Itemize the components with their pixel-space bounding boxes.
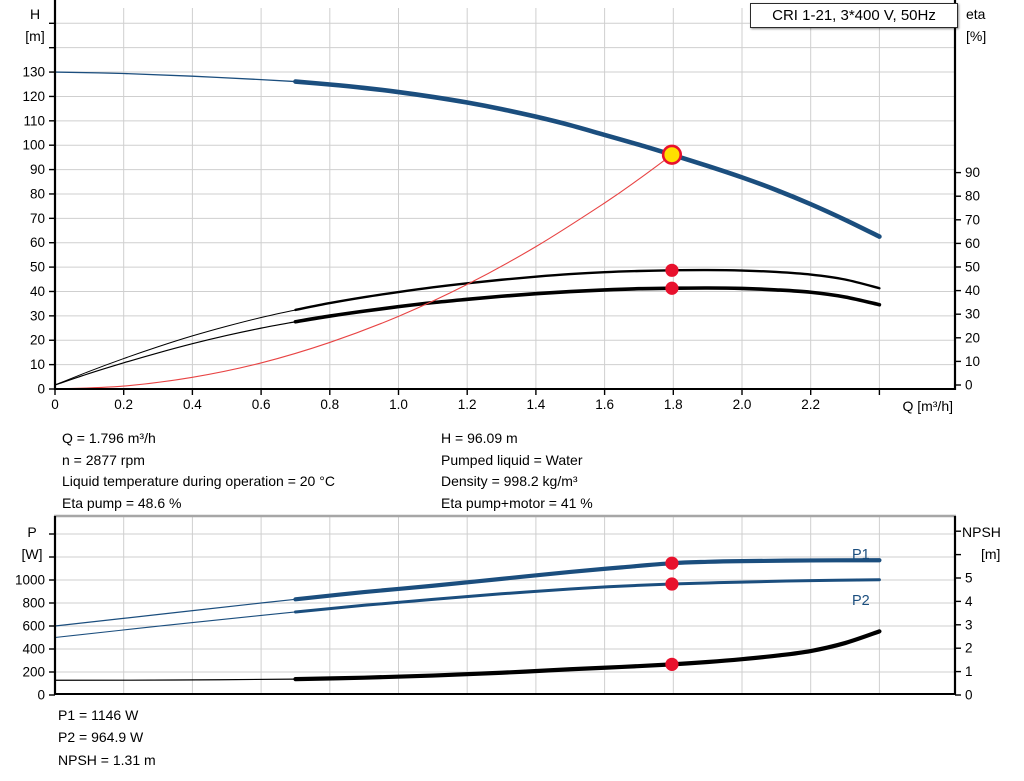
info-line-head: H = 96.09 m — [441, 430, 518, 446]
svg-text:1.2: 1.2 — [458, 397, 477, 412]
svg-text:50: 50 — [30, 260, 45, 275]
svg-text:0.4: 0.4 — [183, 397, 202, 412]
p1-curve-label: P1 — [852, 547, 870, 563]
svg-text:70: 70 — [30, 211, 45, 226]
p2-curve — [293, 578, 881, 614]
system-curve — [54, 154, 673, 390]
eta-pump-motor-point-marker — [665, 281, 679, 295]
pump-head-curve — [293, 79, 882, 239]
svg-text:H: H — [30, 6, 40, 22]
svg-text:[W]: [W] — [22, 546, 43, 562]
power-info: P1 = 1146 W P2 = 964.9 W NPSH = 1.31 m — [58, 704, 156, 771]
svg-text:[m]: [m] — [981, 546, 1000, 562]
svg-text:200: 200 — [22, 665, 45, 680]
svg-text:Q [m³/h]: Q [m³/h] — [902, 398, 953, 414]
svg-text:90: 90 — [30, 162, 45, 177]
head-efficiency-chart: 0 0.2 0.4 0.6 0.8 1.0 1.2 1.4 1.6 1.8 2.0 2.2 0 10 20 3… — [22, 0, 986, 414]
pump-head-curve — [54, 71, 297, 83]
svg-text:50: 50 — [965, 260, 980, 275]
power-npsh-chart: 0 200 400 600 800 1000 0 1 2 3 4 5 P [W] NPSH [m] P1 P2 — [15, 514, 1001, 703]
eta-pump-motor-curve — [54, 321, 297, 386]
info-line-p1: P1 = 1146 W — [58, 707, 139, 723]
svg-text:2.2: 2.2 — [801, 397, 820, 412]
svg-text:40: 40 — [965, 283, 980, 298]
info-line-npsh: NPSH = 1.31 m — [58, 751, 156, 768]
svg-text:1.4: 1.4 — [527, 397, 546, 412]
duty-point-marker — [661, 144, 683, 165]
svg-text:0: 0 — [37, 688, 45, 703]
svg-text:20: 20 — [965, 330, 980, 345]
svg-text:0.6: 0.6 — [252, 397, 271, 412]
svg-text:1: 1 — [965, 664, 973, 679]
svg-text:eta: eta — [966, 6, 986, 22]
svg-text:P: P — [27, 524, 36, 540]
npsh-curve — [54, 678, 297, 681]
svg-text:1000: 1000 — [15, 573, 45, 588]
svg-text:90: 90 — [965, 165, 980, 180]
svg-text:0: 0 — [51, 397, 59, 412]
info-line-flow: Q = 1.796 m³/h — [62, 430, 156, 446]
eta-pump-curve — [54, 309, 296, 386]
svg-text:800: 800 — [22, 596, 45, 611]
svg-text:2.0: 2.0 — [733, 397, 752, 412]
info-line-liquid-temp: Liquid temperature during operation = 20… — [62, 473, 335, 489]
npsh-point-marker — [665, 657, 679, 671]
svg-text:2: 2 — [965, 641, 973, 656]
svg-text:10: 10 — [30, 357, 45, 372]
svg-text:600: 600 — [22, 619, 45, 634]
chart-title-box: CRI 1-21, 3*400 V, 50Hz — [750, 3, 958, 28]
info-line-eta-pump-motor: Eta pump+motor = 41 % — [441, 494, 593, 511]
svg-text:400: 400 — [22, 642, 45, 657]
svg-text:4: 4 — [965, 594, 973, 609]
duty-info-left: Q = 1.796 m³/h n = 2877 rpm Liquid tempe… — [62, 428, 335, 514]
eta-pump-point-marker — [665, 263, 679, 277]
svg-text:10: 10 — [965, 354, 980, 369]
p2-point-marker — [665, 577, 679, 591]
duty-info-right: H = 96.09 m Pumped liquid = Water Densit… — [441, 428, 593, 514]
svg-text:100: 100 — [22, 138, 45, 153]
svg-text:NPSH: NPSH — [962, 524, 1001, 540]
svg-text:5: 5 — [965, 571, 973, 586]
info-line-eta-pump: Eta pump = 48.6 % — [62, 494, 182, 511]
svg-text:60: 60 — [965, 236, 980, 251]
svg-text:30: 30 — [30, 308, 45, 323]
svg-text:130: 130 — [22, 65, 45, 80]
svg-text:[%]: [%] — [966, 28, 986, 44]
svg-text:[m]: [m] — [25, 28, 44, 44]
svg-text:0: 0 — [37, 382, 45, 397]
svg-text:70: 70 — [965, 212, 980, 227]
p2-curve-label: P2 — [852, 593, 870, 609]
eta-pump-curve — [294, 268, 881, 312]
svg-text:80: 80 — [965, 189, 980, 204]
svg-text:0: 0 — [965, 378, 973, 393]
chart-title: CRI 1-21, 3*400 V, 50Hz — [772, 7, 936, 24]
svg-text:110: 110 — [23, 113, 45, 128]
eta-pump-motor-curve — [293, 286, 882, 324]
svg-text:20: 20 — [30, 333, 45, 348]
svg-text:30: 30 — [965, 307, 980, 322]
svg-text:0: 0 — [965, 688, 973, 703]
info-line-speed: n = 2877 rpm — [62, 451, 145, 468]
p1-curve — [54, 598, 297, 627]
svg-text:1.6: 1.6 — [595, 397, 614, 412]
svg-text:0.8: 0.8 — [320, 397, 339, 412]
p1-curve — [293, 558, 882, 602]
p1-point-marker — [665, 556, 679, 570]
info-line-density: Density = 998.2 kg/m³ — [441, 473, 578, 489]
info-line-p2: P2 = 964.9 W — [58, 729, 144, 746]
svg-text:0.2: 0.2 — [114, 397, 133, 412]
svg-text:80: 80 — [30, 186, 45, 201]
svg-text:1.0: 1.0 — [389, 397, 408, 412]
svg-text:40: 40 — [30, 284, 45, 299]
svg-text:120: 120 — [22, 89, 45, 104]
svg-text:3: 3 — [965, 617, 973, 632]
p2-curve — [54, 611, 296, 639]
svg-text:60: 60 — [30, 235, 45, 250]
info-line-pumped-liquid: Pumped liquid = Water — [441, 451, 583, 468]
svg-text:1.8: 1.8 — [664, 397, 683, 412]
